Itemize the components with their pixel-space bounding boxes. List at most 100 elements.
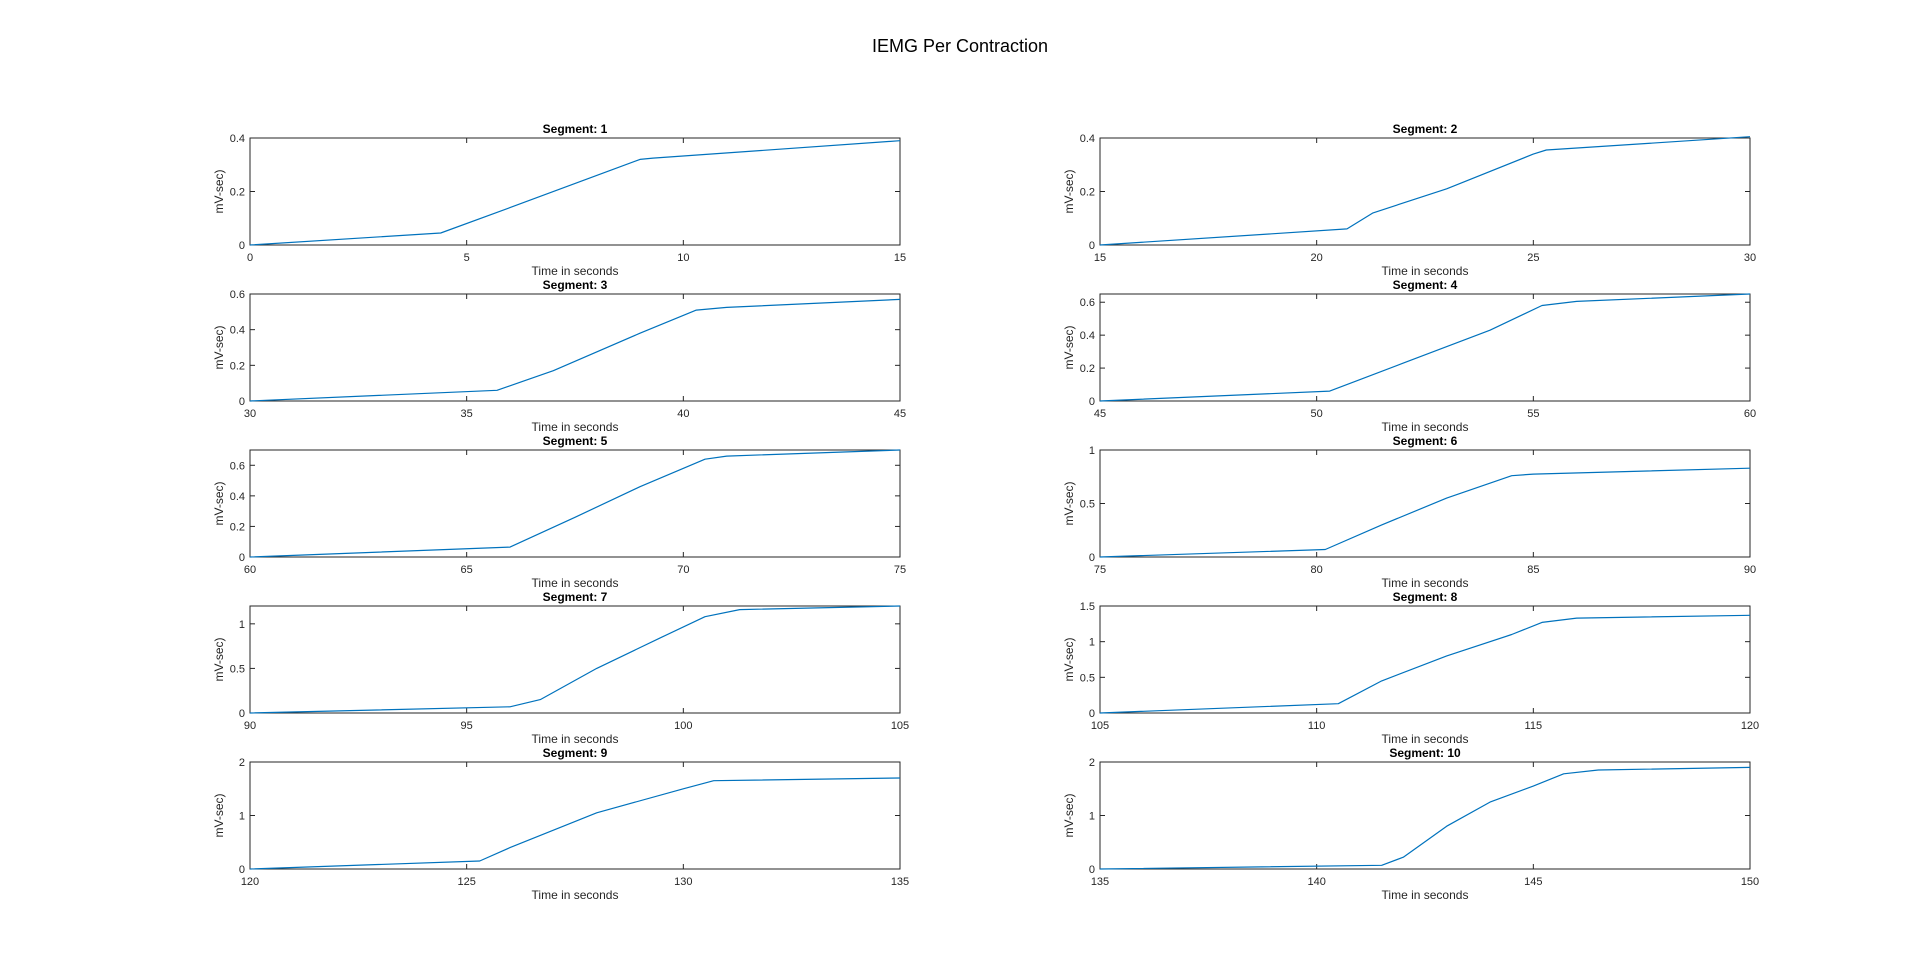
x-tick-label: 0 <box>247 252 253 264</box>
y-tick-label: 0.4 <box>1080 133 1095 145</box>
figure-title: IEMG Per Contraction <box>871 36 1049 56</box>
x-axis-label: Time in seconds <box>532 732 619 746</box>
y-tick-label: 0 <box>1089 396 1095 408</box>
y-axis-label: mV-sec) <box>1062 169 1076 213</box>
x-tick-label: 25 <box>1527 252 1539 264</box>
y-tick-label: 0.5 <box>230 663 245 675</box>
x-axis-label: Time in seconds <box>1382 888 1469 902</box>
subplot-title: Segment: 3 <box>543 278 608 292</box>
y-tick-label: 0.4 <box>230 133 245 145</box>
y-tick-label: 2 <box>1089 757 1095 769</box>
subplot-segment-2: 15 20 25 30 0 0.2 0.4 Segment: 2 Time in seconds… <box>1062 122 1756 278</box>
subplot-title: Segment: 1 <box>543 122 608 136</box>
x-axis-label: Time in seconds <box>532 420 619 434</box>
x-tick-label: 120 <box>1741 720 1759 732</box>
x-tick-label: 45 <box>894 408 906 420</box>
subplot-title: Segment: 5 <box>543 434 608 448</box>
x-tick-label: 40 <box>677 408 689 420</box>
x-tick-label: 50 <box>1311 408 1323 420</box>
x-tick-label: 130 <box>674 876 692 888</box>
y-tick-label: 0 <box>239 396 245 408</box>
y-tick-label: 1 <box>1089 445 1095 457</box>
x-tick-label: 55 <box>1527 408 1539 420</box>
y-tick-label: 0 <box>239 552 245 564</box>
x-tick-label: 45 <box>1094 408 1106 420</box>
axes-box <box>1099 449 1751 558</box>
series-line-segment-2 <box>1099 136 1751 246</box>
y-axis-label: mV-sec) <box>1062 325 1076 369</box>
axes-box <box>1099 605 1751 714</box>
y-tick-label: 0.2 <box>230 187 245 199</box>
y-tick-label: 0.2 <box>1080 363 1095 375</box>
x-tick-label: 95 <box>461 720 473 732</box>
axes-box <box>1099 137 1751 246</box>
y-axis-label: mV-sec) <box>212 793 226 837</box>
x-tick-label: 105 <box>891 720 909 732</box>
y-tick-label: 1 <box>239 619 245 631</box>
y-tick-label: 0 <box>239 240 245 252</box>
y-tick-label: 0.2 <box>230 521 245 533</box>
x-tick-label: 90 <box>1744 564 1756 576</box>
x-tick-label: 70 <box>677 564 689 576</box>
y-tick-label: 0 <box>1089 240 1095 252</box>
y-tick-label: 2 <box>239 757 245 769</box>
x-axis-label: Time in seconds <box>1382 732 1469 746</box>
y-axis-label: mV-sec) <box>212 637 226 681</box>
y-tick-label: 0.6 <box>230 460 245 472</box>
series-line-segment-9 <box>249 777 901 870</box>
y-tick-label: 0 <box>1089 708 1095 720</box>
x-tick-label: 75 <box>894 564 906 576</box>
x-axis-label: Time in seconds <box>1382 576 1469 590</box>
subplot-segment-10: 135 140 145 150 0 1 2 Segment: 10 Time in second… <box>1062 746 1759 902</box>
series-line-segment-8 <box>1099 614 1751 714</box>
subplot-title: Segment: 8 <box>1393 590 1458 604</box>
y-tick-label: 1.5 <box>1080 601 1095 613</box>
x-tick-label: 30 <box>1744 252 1756 264</box>
x-tick-label: 100 <box>674 720 692 732</box>
y-tick-label: 0.4 <box>1080 330 1095 342</box>
y-tick-label: 0.4 <box>230 325 245 337</box>
y-tick-label: 0.6 <box>1080 297 1095 309</box>
y-axis-label: mV-sec) <box>1062 481 1076 525</box>
x-tick-label: 60 <box>1744 408 1756 420</box>
y-tick-label: 1 <box>1089 811 1095 823</box>
subplot-segment-1: 0 5 10 15 0 0.2 0.4 Segment: 1 Time in seconds mV… <box>212 122 906 278</box>
x-tick-label: 140 <box>1307 876 1325 888</box>
x-tick-label: 60 <box>244 564 256 576</box>
x-tick-label: 30 <box>244 408 256 420</box>
y-axis-label: mV-sec) <box>212 481 226 525</box>
subplot-segment-3: 30 35 40 45 0 0.2 0.4 0.6 Segment: 3 Time in seco… <box>212 278 906 434</box>
x-tick-label: 105 <box>1091 720 1109 732</box>
axes-box <box>249 761 901 870</box>
x-tick-label: 65 <box>461 564 473 576</box>
x-tick-label: 120 <box>241 876 259 888</box>
x-axis-label: Time in seconds <box>532 888 619 902</box>
series-line-segment-5 <box>249 449 901 558</box>
x-tick-label: 85 <box>1527 564 1539 576</box>
x-tick-label: 110 <box>1308 720 1326 732</box>
x-tick-label: 135 <box>891 876 909 888</box>
y-tick-label: 0 <box>239 864 245 876</box>
series-line-segment-1 <box>249 140 901 246</box>
y-tick-label: 0.2 <box>1080 187 1095 199</box>
y-tick-label: 0.5 <box>1080 672 1095 684</box>
y-tick-label: 1 <box>239 811 245 823</box>
axes-box <box>249 605 901 714</box>
y-axis-label: mV-sec) <box>1062 637 1076 681</box>
x-tick-label: 15 <box>894 252 906 264</box>
subplot-segment-5: 60 65 70 75 0 0.2 0.4 0.6 Segment: 5 Time in seco… <box>212 434 906 590</box>
x-tick-label: 10 <box>677 252 689 264</box>
y-axis-label: mV-sec) <box>1062 793 1076 837</box>
subplot-title: Segment: 6 <box>1393 434 1458 448</box>
y-tick-label: 0 <box>239 708 245 720</box>
axes-box <box>249 449 901 558</box>
subplot-segment-9: 120 125 130 135 0 1 2 Segment: 9 Time in seconds… <box>212 746 909 902</box>
subplot-title: Segment: 10 <box>1389 746 1461 760</box>
x-tick-label: 5 <box>464 252 470 264</box>
subplot-segment-4: 45 50 55 60 0 0.2 0.4 0.6 Segment: 4 Time in seco… <box>1062 278 1756 434</box>
x-axis-label: Time in seconds <box>1382 420 1469 434</box>
y-tick-label: 0.2 <box>230 360 245 372</box>
x-tick-label: 125 <box>457 876 475 888</box>
series-line-segment-6 <box>1099 467 1751 558</box>
x-tick-label: 115 <box>1525 720 1543 732</box>
